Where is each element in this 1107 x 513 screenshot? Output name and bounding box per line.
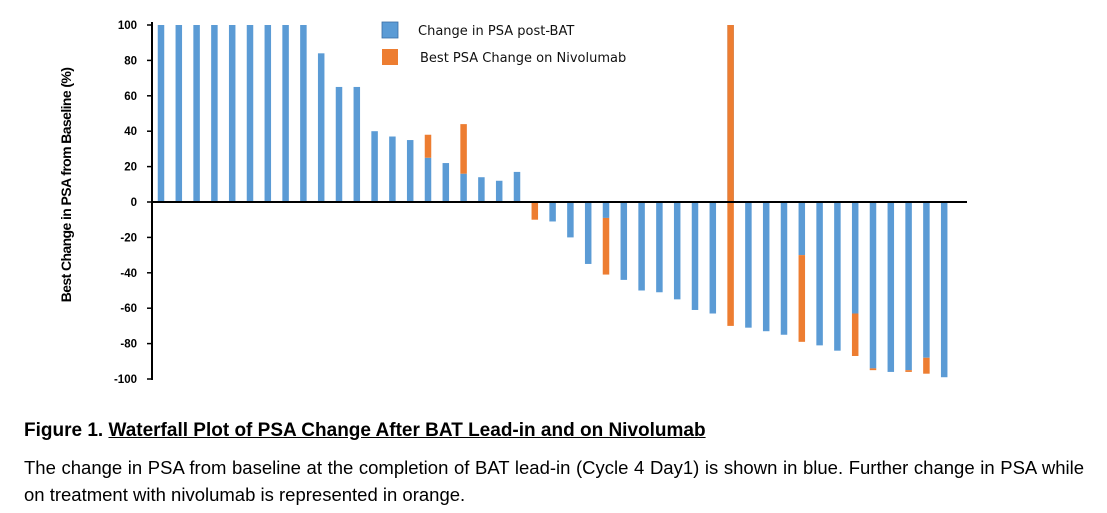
bar-post-bat bbox=[691, 202, 699, 310]
bar-post-bat bbox=[157, 25, 165, 202]
figure-caption-body: The change in PSA from baseline at the c… bbox=[24, 457, 1084, 505]
y-tick-label: 60 bbox=[124, 91, 137, 103]
waterfall-chart: Best Change in PSA from Baseline (%) 100… bbox=[58, 20, 967, 386]
y-axis-label: Best Change in PSA from Baseline (%) bbox=[58, 68, 74, 303]
bar-post-bat bbox=[780, 202, 788, 335]
bar-post-bat bbox=[869, 202, 877, 369]
legend: Change in PSA post-BAT Best PSA Change o… bbox=[381, 21, 626, 66]
bar-post-bat bbox=[424, 157, 432, 202]
y-axis-ticks: 100 80 60 40 20 0 -20 -40 -60 -80 -100 bbox=[114, 20, 152, 386]
y-tick-label: 40 bbox=[124, 126, 137, 138]
y-tick-label: -40 bbox=[120, 268, 137, 280]
y-tick-label: 100 bbox=[118, 20, 137, 32]
bar-post-bat bbox=[513, 171, 521, 202]
bar-post-bat bbox=[175, 25, 183, 202]
bar-nivolumab bbox=[798, 255, 806, 342]
bar-post-bat bbox=[211, 25, 218, 202]
bar-post-bat bbox=[851, 202, 859, 314]
y-tick-label: 0 bbox=[131, 197, 137, 209]
bar-post-bat bbox=[656, 202, 663, 293]
bar-post-bat bbox=[300, 25, 307, 202]
bar-group bbox=[157, 25, 948, 378]
y-tick-label: 80 bbox=[124, 55, 137, 67]
bar-post-bat bbox=[887, 202, 895, 372]
bar-post-bat bbox=[264, 25, 272, 202]
figure-caption-title: Figure 1. Waterfall Plot of PSA Change A… bbox=[24, 420, 1084, 442]
bar-post-bat bbox=[620, 202, 628, 280]
bar-nivolumab bbox=[531, 202, 539, 220]
bar-post-bat bbox=[745, 202, 752, 328]
bar-post-bat bbox=[228, 25, 236, 202]
legend-label-nivolumab: Best PSA Change on Nivolumab bbox=[420, 51, 626, 66]
bar-nivolumab bbox=[727, 25, 734, 326]
bar-post-bat bbox=[478, 177, 485, 202]
bar-post-bat bbox=[709, 202, 717, 314]
bar-post-bat bbox=[816, 202, 823, 346]
legend-label-post-bat: Change in PSA post-BAT bbox=[418, 24, 574, 39]
bar-post-bat bbox=[246, 25, 254, 202]
bar-post-bat bbox=[442, 163, 450, 202]
bar-nivolumab bbox=[602, 217, 610, 275]
bar-post-bat bbox=[389, 136, 396, 202]
y-tick-label: -60 bbox=[120, 303, 137, 315]
bar-nivolumab bbox=[460, 124, 467, 174]
bar-post-bat bbox=[567, 202, 574, 238]
bar-post-bat bbox=[371, 131, 378, 202]
bar-post-bat bbox=[317, 53, 325, 202]
figure-label: Figure 1. bbox=[24, 420, 104, 441]
legend-swatch-nivolumab bbox=[382, 49, 398, 65]
bar-post-bat bbox=[602, 202, 610, 218]
bar-post-bat bbox=[193, 25, 200, 202]
bar-post-bat bbox=[584, 202, 592, 264]
bar-post-bat bbox=[335, 86, 343, 202]
figure-title: Waterfall Plot of PSA Change After BAT L… bbox=[108, 420, 706, 441]
bar-post-bat bbox=[923, 202, 930, 358]
bar-post-bat bbox=[762, 202, 770, 332]
legend-swatch-post-bat bbox=[381, 21, 399, 39]
y-tick-label: -20 bbox=[120, 232, 137, 244]
bar-post-bat bbox=[460, 173, 467, 202]
bar-nivolumab bbox=[424, 134, 432, 158]
bar-post-bat bbox=[549, 202, 556, 222]
bar-post-bat bbox=[798, 202, 806, 256]
bar-post-bat bbox=[353, 86, 361, 202]
bar-nivolumab bbox=[869, 368, 877, 371]
bar-post-bat bbox=[282, 25, 289, 202]
y-tick-label: -100 bbox=[114, 374, 137, 386]
bar-nivolumab bbox=[851, 313, 859, 356]
y-tick-label: -80 bbox=[120, 339, 137, 351]
bar-nivolumab bbox=[923, 357, 930, 374]
y-tick-label: 20 bbox=[124, 162, 137, 174]
bar-post-bat bbox=[638, 202, 645, 291]
bar-post-bat bbox=[905, 202, 912, 371]
bar-post-bat bbox=[834, 202, 841, 351]
bar-post-bat bbox=[495, 180, 503, 202]
bar-post-bat bbox=[673, 202, 681, 300]
bar-nivolumab bbox=[905, 370, 912, 372]
bar-post-bat bbox=[940, 202, 948, 378]
bar-post-bat bbox=[406, 140, 414, 202]
